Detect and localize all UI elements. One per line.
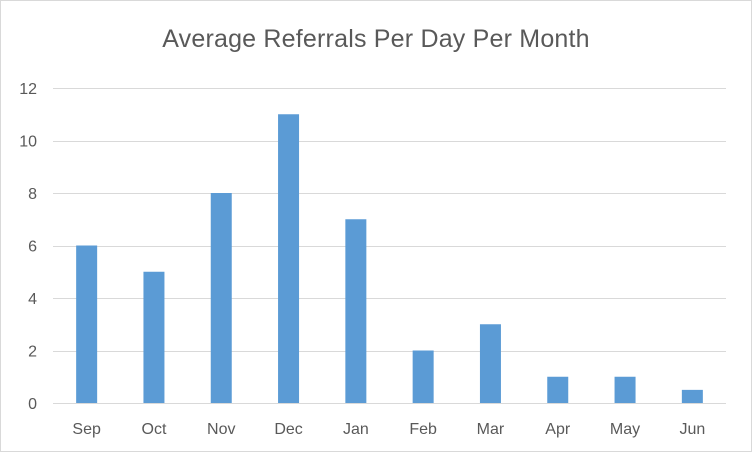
x-tick-label: Apr <box>545 421 571 438</box>
x-tick-label: Jun <box>679 421 705 438</box>
bar-may <box>614 376 636 403</box>
y-tick-label: 2 <box>28 344 37 361</box>
y-tick-label: 4 <box>28 291 37 308</box>
bars <box>76 114 703 403</box>
x-tick-label: Dec <box>274 421 302 438</box>
x-tick-label: Oct <box>142 421 167 438</box>
bar-nov <box>210 193 232 403</box>
y-tick-label: 6 <box>28 239 37 256</box>
bar-jun <box>681 389 703 403</box>
y-axis-ticks: 0 2 4 6 8 10 12 <box>19 81 37 413</box>
x-tick-label: May <box>610 421 640 438</box>
bar-sep <box>76 245 98 403</box>
y-tick-label: 0 <box>28 396 37 413</box>
bar-oct <box>143 271 165 403</box>
bar-feb <box>412 350 434 403</box>
y-tick-label: 12 <box>19 81 37 98</box>
x-tick-label: Jan <box>343 421 369 438</box>
bar-apr <box>547 376 569 403</box>
x-tick-label: Sep <box>72 421 101 438</box>
bar-dec <box>278 114 300 403</box>
y-tick-label: 8 <box>28 186 37 203</box>
bar-mar <box>479 324 501 403</box>
x-tick-label: Feb <box>409 421 437 438</box>
gridlines <box>53 88 726 404</box>
x-axis-ticks: Sep Oct Nov Dec Jan Feb Mar Apr May Jun <box>72 421 705 438</box>
x-tick-label: Nov <box>207 421 235 438</box>
y-tick-label: 10 <box>19 134 37 151</box>
x-tick-label: Mar <box>477 421 505 438</box>
bar-jan <box>345 219 367 403</box>
chart-title: Average Referrals Per Day Per Month <box>162 25 590 53</box>
